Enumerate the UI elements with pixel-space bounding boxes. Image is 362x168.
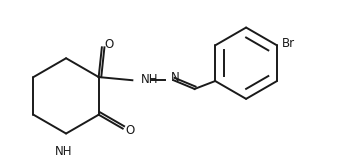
Text: Br: Br [282,37,295,50]
Text: O: O [126,124,135,137]
Text: NH: NH [55,145,73,158]
Text: NH: NH [141,73,159,86]
Text: O: O [104,38,114,51]
Text: N: N [171,71,179,84]
